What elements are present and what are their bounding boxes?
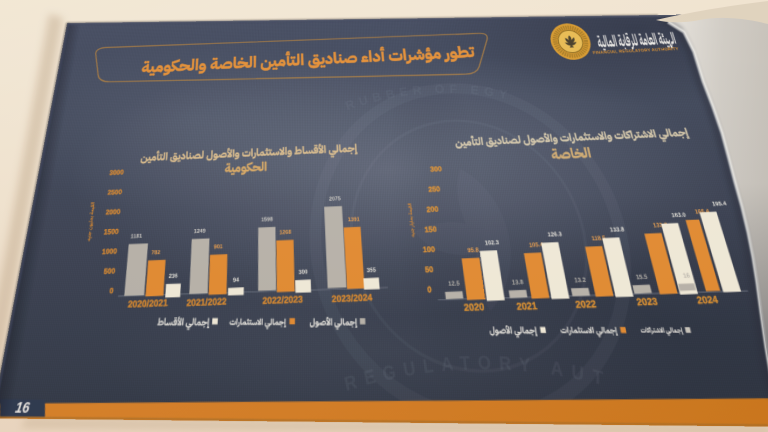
svg-text:901: 901 xyxy=(214,243,224,250)
svg-text:126.3: 126.3 xyxy=(547,230,563,237)
svg-text:RUBBER OF EGY: RUBBER OF EGY xyxy=(344,82,516,113)
svg-text:2023/2024: 2023/2024 xyxy=(332,293,374,305)
svg-text:1500: 1500 xyxy=(103,229,119,237)
svg-text:1249: 1249 xyxy=(194,227,207,234)
svg-text:2024: 2024 xyxy=(696,295,720,306)
svg-text:200: 200 xyxy=(426,206,439,214)
svg-text:133.7: 133.7 xyxy=(652,221,669,228)
svg-text:2500: 2500 xyxy=(107,189,122,197)
svg-text:166.4: 166.4 xyxy=(694,208,711,215)
svg-text:1391: 1391 xyxy=(348,216,361,223)
svg-text:2022/2023: 2022/2023 xyxy=(262,295,303,307)
svg-text:100: 100 xyxy=(423,246,436,255)
svg-text:782: 782 xyxy=(151,249,161,256)
svg-text:300: 300 xyxy=(430,166,442,174)
svg-text:13.8: 13.8 xyxy=(511,278,524,286)
svg-text:2021: 2021 xyxy=(516,302,538,313)
svg-text:1000: 1000 xyxy=(101,248,117,257)
svg-text:163.0: 163.0 xyxy=(671,211,688,218)
svg-text:500: 500 xyxy=(103,268,115,277)
svg-text:2023: 2023 xyxy=(636,297,659,308)
svg-text:2020: 2020 xyxy=(463,303,485,314)
svg-text:2021/2022: 2021/2022 xyxy=(186,297,227,309)
svg-text:94: 94 xyxy=(233,276,240,283)
svg-text:105.4: 105.4 xyxy=(528,241,544,248)
svg-text:195.4: 195.4 xyxy=(711,200,728,207)
svg-text:12.5: 12.5 xyxy=(448,279,461,287)
svg-text:300: 300 xyxy=(298,268,308,275)
svg-text:FINANCIAL REGULATORY AUTHORITY: FINANCIAL REGULATORY AUTHORITY xyxy=(592,46,679,55)
svg-text:2000: 2000 xyxy=(105,209,120,217)
svg-text:133.8: 133.8 xyxy=(609,226,625,233)
svg-text:13.2: 13.2 xyxy=(574,276,587,284)
svg-text:2020/2021: 2020/2021 xyxy=(127,299,168,311)
svg-text:1268: 1268 xyxy=(279,228,292,235)
svg-text:355: 355 xyxy=(366,266,376,273)
svg-text:16: 16 xyxy=(14,398,32,416)
svg-text:0: 0 xyxy=(109,288,114,297)
svg-text:0: 0 xyxy=(427,286,432,295)
svg-text:95.8: 95.8 xyxy=(467,246,480,253)
svg-text:1598: 1598 xyxy=(261,216,273,223)
svg-text:REGULATORY AUT: REGULATORY AUT xyxy=(342,351,617,398)
svg-text:2022: 2022 xyxy=(575,300,598,311)
svg-text:2075: 2075 xyxy=(329,195,342,202)
svg-text:102.3: 102.3 xyxy=(484,239,500,246)
svg-text:15.5: 15.5 xyxy=(635,273,649,281)
svg-text:236: 236 xyxy=(168,272,178,279)
svg-text:150: 150 xyxy=(424,226,437,234)
svg-text:3000: 3000 xyxy=(109,170,124,178)
svg-text:250: 250 xyxy=(428,186,441,194)
svg-text:118.5: 118.5 xyxy=(591,234,607,241)
svg-text:16: 16 xyxy=(682,272,691,279)
svg-text:50: 50 xyxy=(425,266,434,275)
svg-text:1181: 1181 xyxy=(130,232,143,239)
